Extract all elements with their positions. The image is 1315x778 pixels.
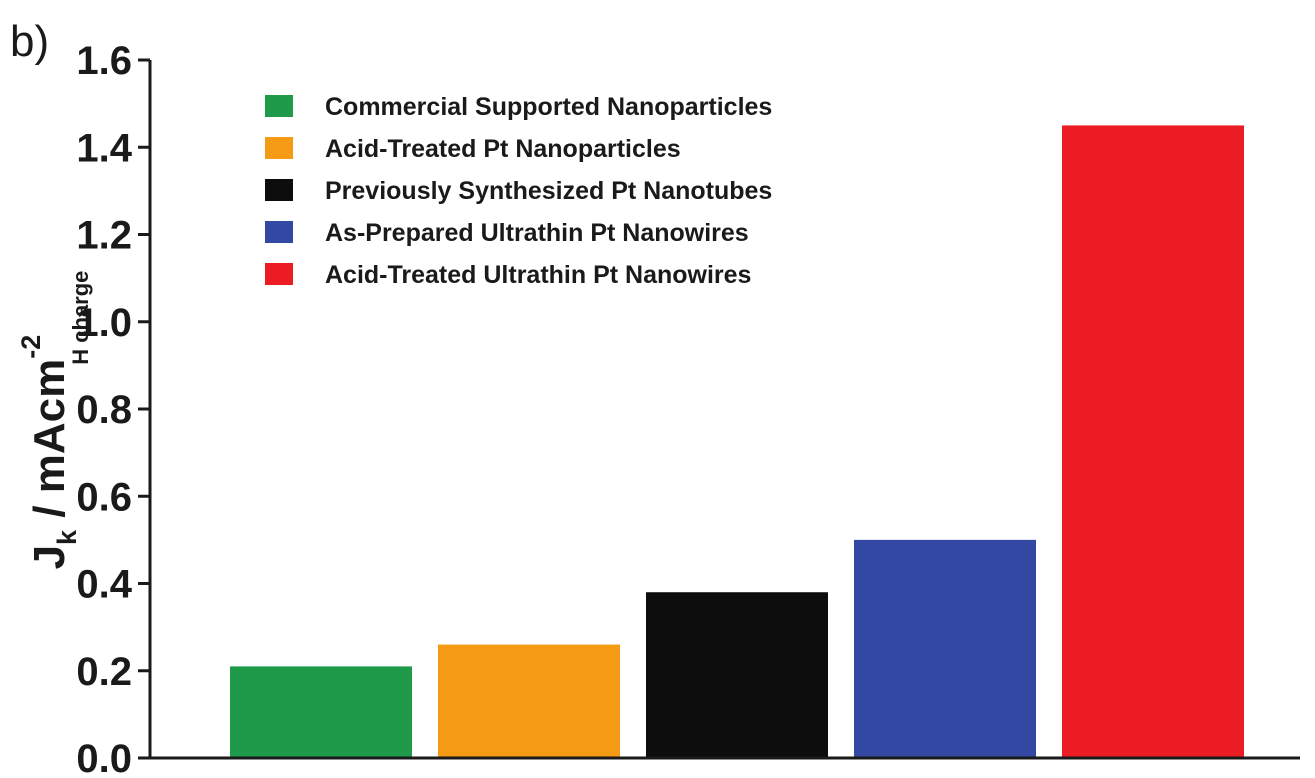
y-tick-label: 1.4 bbox=[76, 126, 132, 170]
y-axis-title-main: J bbox=[25, 545, 74, 569]
y-axis-ticks: 0.0 0.2 0.4 0.6 0.8 1.0 1.2 1.4 1.6 bbox=[76, 39, 150, 778]
bar bbox=[1062, 125, 1244, 758]
y-tick-label: 0.0 bbox=[76, 737, 132, 778]
y-axis-title-superscript: -2 bbox=[16, 335, 46, 359]
y-tick-label: 0.6 bbox=[76, 475, 132, 519]
legend-swatch bbox=[265, 221, 293, 243]
bar bbox=[646, 592, 828, 758]
legend-label: Acid-Treated Pt Nanoparticles bbox=[325, 135, 681, 163]
y-tick-label: 1.6 bbox=[76, 39, 132, 83]
y-axis-title-unit: / mAcm bbox=[25, 359, 74, 530]
panel-label: b) bbox=[10, 17, 49, 66]
y-axis-title-subscript-2: H charge bbox=[68, 271, 93, 365]
y-tick-label: 0.2 bbox=[76, 650, 132, 694]
legend: Commercial Supported Nanoparticles Acid-T… bbox=[265, 93, 772, 289]
legend-label: As-Prepared Ultrathin Pt Nanowires bbox=[325, 219, 749, 247]
y-axis-title-subscript: k bbox=[52, 529, 82, 545]
y-tick-label: 0.8 bbox=[76, 388, 132, 432]
legend-label: Commercial Supported Nanoparticles bbox=[325, 93, 772, 121]
y-tick-label: 1.2 bbox=[76, 214, 132, 258]
y-tick-label: 1.0 bbox=[76, 301, 132, 345]
svg-text:Jk / mAcm-2H charge: Jk / mAcm-2 H charge bbox=[16, 271, 93, 570]
y-axis-title: Jk / mAcm-2 H charge bbox=[16, 271, 93, 570]
legend-swatch bbox=[265, 263, 293, 285]
bar bbox=[230, 666, 412, 758]
y-tick-label: 0.4 bbox=[76, 563, 132, 607]
legend-label: Acid-Treated Ultrathin Pt Nanowires bbox=[325, 261, 751, 289]
bar bbox=[438, 644, 620, 758]
bars bbox=[230, 125, 1244, 758]
legend-swatch bbox=[265, 179, 293, 201]
legend-swatch bbox=[265, 137, 293, 159]
legend-swatch bbox=[265, 95, 293, 117]
legend-label: Previously Synthesized Pt Nanotubes bbox=[325, 177, 772, 205]
bar bbox=[854, 539, 1036, 758]
